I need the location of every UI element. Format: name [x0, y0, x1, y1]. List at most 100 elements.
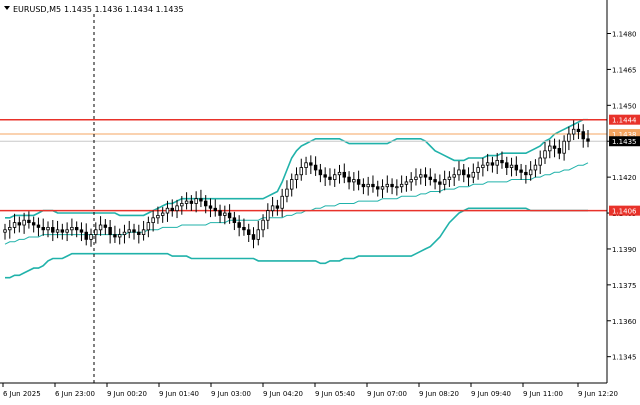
resistance-price-tag	[609, 114, 640, 125]
candle-bear	[51, 227, 55, 233]
candle-bull	[8, 227, 12, 231]
candle-bull	[548, 145, 552, 152]
candle-bull	[122, 231, 127, 235]
candle-bull	[337, 171, 342, 176]
y-tick-label: 1.1480	[612, 31, 637, 39]
candle-bear	[60, 229, 65, 233]
y-tick-label: 1.1465	[612, 66, 637, 74]
candle-bull	[366, 183, 370, 188]
candle-bear	[328, 176, 332, 180]
candle-bull	[543, 150, 547, 159]
candle-bull	[70, 227, 74, 231]
x-tick-label: 9 Jun 12:20	[578, 390, 618, 398]
candle-bull	[442, 179, 447, 185]
candle-bear	[113, 234, 117, 238]
candle-bear	[189, 200, 194, 204]
candle-bull	[481, 164, 485, 168]
x-tick-label: 9 Jun 03:00	[211, 390, 251, 398]
candle-bear	[433, 179, 437, 183]
candle-bull	[94, 229, 98, 235]
candle-bull	[528, 169, 533, 176]
candle-bear	[557, 148, 562, 154]
ask-price-tag	[609, 129, 640, 140]
candle-bull	[414, 176, 418, 180]
candle-bear	[132, 229, 136, 233]
candle-bull	[12, 222, 17, 228]
candle-bear	[347, 176, 351, 183]
candle-bear	[390, 183, 394, 188]
candle-bear	[371, 183, 375, 188]
dropdown-triangle-icon[interactable]	[4, 6, 10, 10]
candle-bear	[17, 222, 22, 226]
candle-bull	[160, 212, 165, 216]
candle-bull	[175, 205, 179, 212]
candle-bull	[571, 128, 576, 135]
candle-bull	[270, 205, 275, 212]
candle-bull	[509, 164, 514, 168]
candle-bull	[299, 167, 303, 176]
candle-bull	[495, 159, 499, 166]
y-tick-label: 1.1420	[612, 174, 637, 182]
candle-bear	[275, 205, 280, 209]
candle-bull	[533, 164, 538, 171]
candle-bear	[361, 183, 366, 188]
candle-bear	[170, 207, 174, 212]
chart-header: EURUSD,M5 1.1435 1.1436 1.1434 1.1435	[4, 5, 184, 14]
x-tick-label: 9 Jun 07:00	[367, 390, 407, 398]
bid-price-label: 1.1435	[612, 138, 637, 146]
candle-bear	[428, 176, 433, 180]
candle-bear	[500, 159, 504, 164]
candle-bull	[22, 219, 26, 226]
candle-bear	[581, 131, 585, 140]
candle-bull	[385, 183, 390, 188]
candle-bear	[203, 200, 208, 207]
candle-bull	[399, 183, 404, 188]
candle-bear	[108, 227, 112, 235]
candle-bear	[438, 181, 442, 185]
x-tick-label: 9 Jun 08:20	[419, 390, 459, 398]
x-axis-ticks: 6 Jun 2025 6 Jun 23:00 9 Jun 00:20 9 Jun 01…	[2, 383, 618, 398]
candle-bull	[3, 229, 7, 233]
candle-bear	[246, 229, 251, 235]
candle-bear	[323, 174, 327, 178]
candle-bear	[505, 162, 509, 168]
symbol-label[interactable]: EURUSD,M5	[13, 5, 61, 14]
candle-bull	[333, 174, 337, 180]
candle-bear	[79, 229, 84, 233]
candle-bear	[232, 217, 237, 224]
candle-bull	[256, 229, 260, 240]
candle-bull	[447, 176, 452, 180]
candle-bull	[194, 198, 198, 204]
candle-bull	[404, 181, 409, 185]
ask-price-label: 1.1438	[612, 131, 637, 139]
candle-bear	[84, 231, 88, 240]
x-tick-label: 9 Jun 01:40	[159, 390, 199, 398]
candle-bull	[127, 229, 131, 233]
candle-bear	[524, 171, 528, 176]
y-tick-label: 1.1360	[612, 318, 637, 326]
bollinger-lower-band	[5, 207, 588, 279]
candle-bull	[151, 217, 155, 224]
resistance-price-label: 1.1444	[612, 117, 637, 125]
candle-bull	[146, 222, 151, 231]
candle-bull	[457, 169, 461, 176]
candle-bear	[490, 162, 495, 166]
candles	[3, 120, 590, 249]
candle-bull	[180, 203, 184, 207]
y-tick-label: 1.1390	[612, 246, 637, 254]
candle-bull	[476, 167, 480, 173]
x-tick-label: 9 Jun 09:40	[471, 390, 511, 398]
candle-bull	[562, 140, 566, 154]
candle-bear	[41, 227, 45, 231]
y-tick-label: 1.1375	[612, 282, 637, 290]
bollinger-bands	[4, 118, 589, 279]
candle-bear	[356, 179, 361, 185]
candle-bull	[165, 207, 170, 214]
candle-bull	[567, 133, 571, 142]
candle-bull	[141, 229, 146, 235]
candle-bull	[280, 195, 284, 209]
candle-bear	[576, 128, 581, 133]
